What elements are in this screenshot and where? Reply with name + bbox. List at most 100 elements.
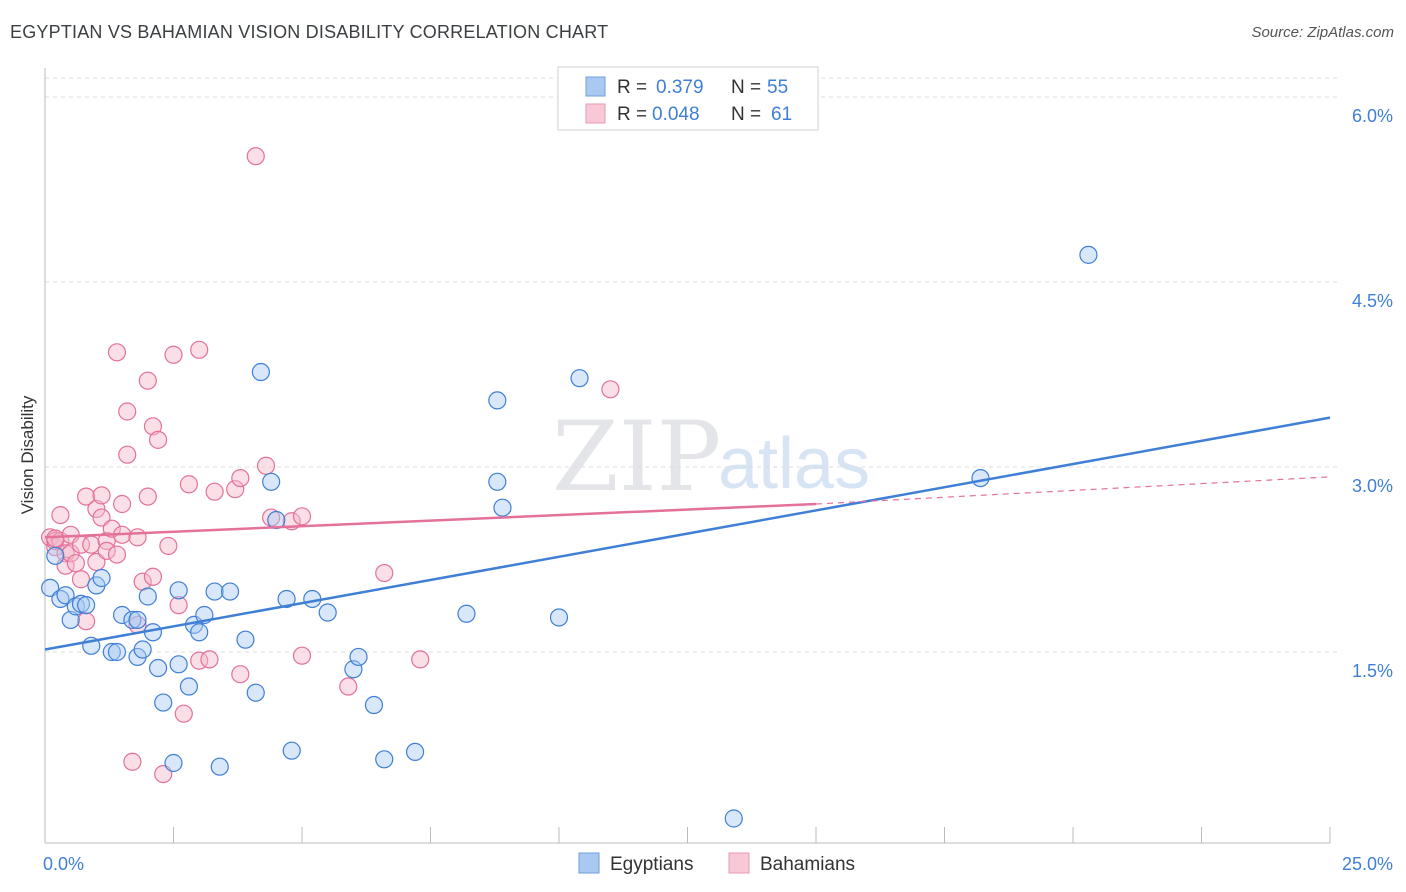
egyptians-trend-line xyxy=(44,416,1331,651)
egyptians-point xyxy=(405,742,425,762)
bahamians-point xyxy=(164,345,183,364)
bahamians-point xyxy=(112,494,132,514)
bahamians-point xyxy=(82,535,101,554)
egyptians-point xyxy=(277,589,296,609)
bahamians-point xyxy=(107,343,127,362)
bahamians-point xyxy=(51,505,70,525)
egyptians-point xyxy=(128,610,147,630)
bahamians-point xyxy=(601,380,620,399)
bahamians-point xyxy=(77,612,96,631)
egyptians-point xyxy=(190,623,209,642)
bahamians-point xyxy=(97,541,116,560)
legend-r-label-egyptians: R = xyxy=(617,77,647,98)
egyptians-point xyxy=(169,655,188,674)
egyptians-point xyxy=(92,568,111,588)
legend-r-value-egyptians: 0.379 xyxy=(656,77,704,98)
bottom-legend-swatch-egyptians xyxy=(578,852,600,874)
bottom-legend-label-egyptians: Egyptians xyxy=(610,854,693,875)
egyptians-point xyxy=(46,546,65,565)
bahamians-point xyxy=(107,545,127,564)
egyptians-point xyxy=(133,640,152,659)
bahamians-point xyxy=(128,528,147,547)
bahamians-point xyxy=(118,445,137,464)
egyptians-point xyxy=(971,469,990,488)
x-tick-labels: 0.0% 25.0% xyxy=(43,854,1393,874)
axes xyxy=(44,68,1331,844)
bottom-legend-label-bahamians: Bahamians xyxy=(760,854,855,875)
bahamians-point xyxy=(143,417,163,436)
bahamians-point xyxy=(46,529,65,548)
bahamians-trend-line xyxy=(44,502,817,539)
x-tick-label: 25.0% xyxy=(1342,854,1393,874)
egyptians-point xyxy=(164,753,183,773)
bahamians-point xyxy=(375,563,394,583)
egyptians-point xyxy=(246,683,265,702)
x-tick-label: 0.0% xyxy=(43,854,84,874)
bahamians-point xyxy=(71,570,91,589)
bahamians-point xyxy=(143,567,163,586)
y-axis-label: Vision Disability xyxy=(18,395,37,514)
y-tick-label: 6.0% xyxy=(1352,106,1393,126)
egyptians-point xyxy=(488,391,507,410)
legend-n-value-bahamians: 61 xyxy=(771,104,792,125)
bahamians-point xyxy=(92,508,111,527)
bahamians-point xyxy=(246,147,265,166)
bahamians-point xyxy=(123,752,142,771)
egyptians-point xyxy=(236,630,255,649)
egyptians-point xyxy=(154,693,173,712)
chart-title: EGYPTIAN VS BAHAMIAN VISION DISABILITY C… xyxy=(10,22,609,42)
bahamians-point xyxy=(102,519,121,538)
egyptians-point xyxy=(570,369,589,388)
bahamians-point xyxy=(205,482,224,501)
bahamians-point xyxy=(159,536,178,556)
legend-swatch-egyptians xyxy=(585,76,606,97)
egyptians-point xyxy=(349,647,368,667)
bottom-legend-swatch-bahamians xyxy=(728,852,750,874)
y-tick-label: 3.0% xyxy=(1352,476,1393,496)
bahamians-point xyxy=(92,486,111,505)
legend-swatch-bahamians xyxy=(585,103,606,124)
bahamians-point xyxy=(339,677,358,696)
bahamians-point xyxy=(77,487,96,506)
y-tick-label: 1.5% xyxy=(1352,661,1393,681)
bahamians-point xyxy=(66,554,85,573)
egyptians-point xyxy=(41,578,60,597)
bahamians-point xyxy=(154,764,173,784)
bahamians-point xyxy=(200,650,219,669)
bahamians-points xyxy=(41,147,620,784)
egyptians-point xyxy=(364,695,384,715)
y-tick-labels: 1.5% 3.0% 4.5% 6.0% xyxy=(1352,106,1393,681)
watermark-zip: ZIP xyxy=(552,401,721,513)
bahamians-point xyxy=(231,469,250,488)
bahamians-point xyxy=(138,487,157,506)
egyptians-point xyxy=(107,642,127,662)
watermark-atlas: atlas xyxy=(718,424,870,504)
egyptians-point xyxy=(488,472,507,491)
source-credit: Source: ZipAtlas.com xyxy=(1251,24,1394,41)
egyptians-point xyxy=(123,610,142,630)
y-tick-label: 4.5% xyxy=(1352,291,1393,311)
bahamians-point xyxy=(174,704,193,723)
bahamians-point xyxy=(190,340,209,359)
egyptians-point xyxy=(282,741,301,760)
egyptians-point xyxy=(457,604,476,623)
bahamians-point xyxy=(256,456,276,475)
egyptians-point xyxy=(102,642,121,662)
egyptians-point xyxy=(251,362,270,382)
egyptians-point xyxy=(148,658,168,678)
bahamians-point xyxy=(118,402,137,421)
bahamians-point xyxy=(292,646,312,665)
egyptians-point xyxy=(210,757,229,776)
stats-legend: R = 0.379 N = 55 R = 0.048 N = 61 xyxy=(557,66,819,131)
bahamians-trend-extension xyxy=(815,476,1331,505)
legend-r-value-bahamians: 0.048 xyxy=(652,104,700,125)
bahamians-point xyxy=(148,430,168,449)
egyptians-point xyxy=(61,610,80,630)
bahamians-point xyxy=(169,596,188,615)
legend-n-value-egyptians: 55 xyxy=(767,77,788,98)
egyptians-point xyxy=(493,498,512,517)
bahamians-point xyxy=(87,552,106,572)
gridlines xyxy=(45,77,1340,653)
legend-r-label-bahamians: R = xyxy=(617,104,647,125)
egyptians-point xyxy=(77,596,96,615)
